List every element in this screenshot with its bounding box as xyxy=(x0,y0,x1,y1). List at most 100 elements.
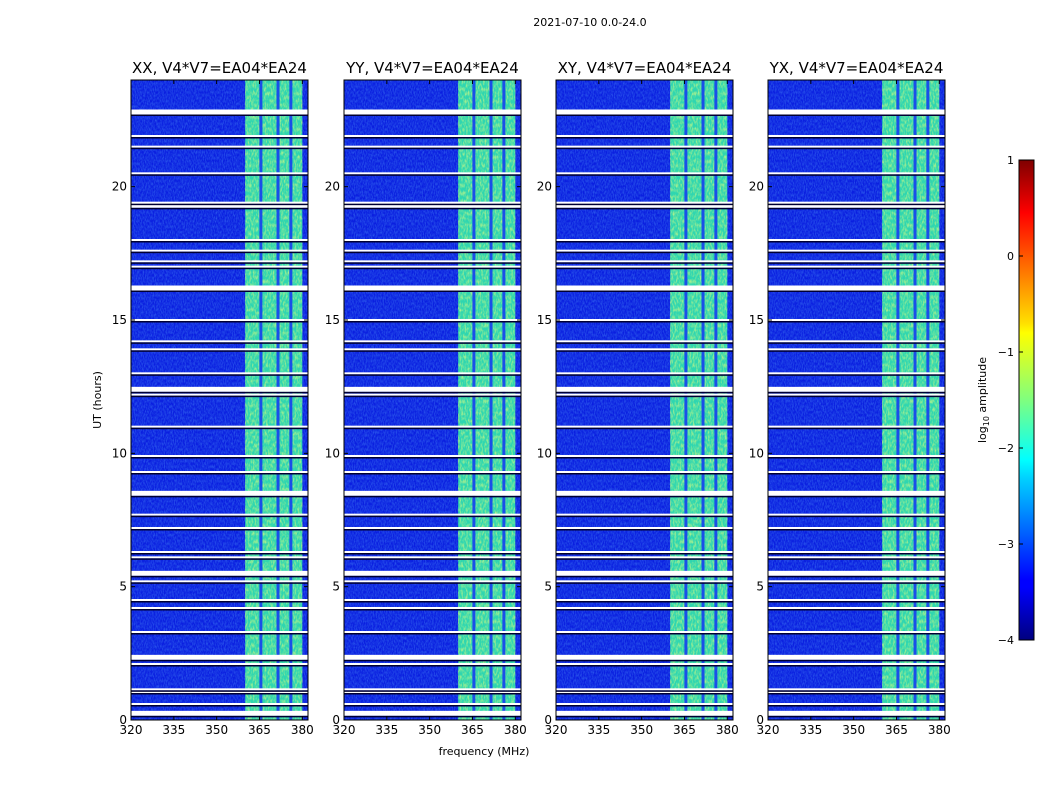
flagged-row-edge xyxy=(768,609,945,611)
flagged-row xyxy=(344,703,521,705)
flagged-row xyxy=(344,239,521,241)
flagged-row xyxy=(556,688,733,691)
flagged-row xyxy=(344,455,521,457)
flagged-row-edge xyxy=(131,693,308,695)
y-tick-label: 0 xyxy=(756,713,764,727)
flagged-row xyxy=(768,319,945,321)
flagged-row-edge xyxy=(344,705,521,707)
flagged-row-edge xyxy=(768,529,945,531)
flagged-row xyxy=(768,285,945,291)
flagged-row-edge xyxy=(768,290,945,292)
flagged-row-edge xyxy=(344,251,521,254)
flagged-row xyxy=(344,319,521,321)
flagged-row-edge xyxy=(768,147,945,150)
flagged-row xyxy=(556,527,733,529)
flagged-row xyxy=(344,570,521,576)
flagged-row xyxy=(131,570,308,576)
flagged-row-edge xyxy=(344,114,521,116)
flagged-row xyxy=(131,386,308,392)
flagged-row-edge xyxy=(131,174,308,176)
y-tick-label: 20 xyxy=(749,180,764,194)
flagged-row-edge xyxy=(344,321,521,323)
flagged-row-edge xyxy=(344,457,521,459)
flagged-row-edge xyxy=(768,457,945,459)
colorbar-tick-label: −3 xyxy=(998,538,1014,551)
y-tick-label: 20 xyxy=(325,180,340,194)
flagged-row xyxy=(556,249,733,252)
flagged-row-edge xyxy=(768,659,945,662)
flagged-row-edge xyxy=(131,350,308,352)
flagged-row-edge xyxy=(344,174,521,176)
flagged-row-edge xyxy=(131,553,308,555)
flagged-row xyxy=(131,239,308,241)
flagged-row-edge xyxy=(344,558,521,560)
x-tick-label: 365 xyxy=(461,723,484,737)
flagged-row xyxy=(556,340,733,343)
flagged-row-edge xyxy=(131,114,308,116)
flagged-row-edge xyxy=(131,427,308,430)
flagged-row-edge xyxy=(131,391,308,394)
flagged-row xyxy=(556,654,733,660)
flagged-row-edge xyxy=(344,473,521,475)
colorbar-tick-label: −1 xyxy=(998,346,1014,359)
rfi-band-texture xyxy=(670,80,728,720)
flagged-row xyxy=(556,285,733,291)
y-tick-label: 20 xyxy=(112,180,127,194)
flagged-row-edge xyxy=(556,395,733,398)
y-tick-label: 5 xyxy=(544,580,552,594)
flagged-row xyxy=(768,372,945,375)
flagged-row xyxy=(768,703,945,705)
flagged-row-edge xyxy=(131,457,308,459)
y-tick-label: 15 xyxy=(537,313,552,327)
flagged-row xyxy=(556,551,733,553)
flagged-row-edge xyxy=(344,290,521,292)
colorbar-tick-label: 1 xyxy=(1007,154,1014,167)
flagged-row xyxy=(344,348,521,351)
flagged-row-edge xyxy=(344,633,521,635)
y-tick-label: 0 xyxy=(119,713,127,727)
panel-title: YX, V4*V7=EA04*EA24 xyxy=(769,59,944,77)
flagged-row xyxy=(344,551,521,553)
flagged-row-edge xyxy=(556,267,733,270)
flagged-row xyxy=(131,551,308,553)
flagged-row xyxy=(131,135,308,137)
flagged-row-edge xyxy=(768,241,945,243)
flagged-row xyxy=(556,239,733,241)
flagged-row xyxy=(344,109,521,115)
flagged-row xyxy=(556,703,733,705)
flagged-row-edge xyxy=(131,342,308,344)
flagged-row-edge xyxy=(344,609,521,611)
flagged-row-edge xyxy=(556,473,733,475)
flagged-row xyxy=(768,607,945,609)
flagged-row-edge xyxy=(131,575,308,578)
flagged-row-edge xyxy=(768,473,945,475)
flagged-row xyxy=(768,710,945,716)
flagged-row-edge xyxy=(131,321,308,323)
colorbar-tick-label: −4 xyxy=(998,634,1014,647)
flagged-row xyxy=(344,607,521,609)
flagged-row-edge xyxy=(556,241,733,243)
flagged-row-edge xyxy=(344,529,521,531)
flagged-row-edge xyxy=(131,262,308,264)
flagged-row-edge xyxy=(344,495,521,498)
flagged-row-edge xyxy=(344,350,521,352)
y-tick-label: 5 xyxy=(756,580,764,594)
flagged-row xyxy=(131,455,308,457)
flagged-row xyxy=(344,527,521,529)
flagged-row-edge xyxy=(131,207,308,210)
flagged-row xyxy=(556,201,733,204)
flagged-row-edge xyxy=(768,174,945,176)
flagged-row xyxy=(556,172,733,175)
colorbar-tick-label: 0 xyxy=(1007,250,1014,263)
flagged-row xyxy=(131,688,308,691)
flagged-row-edge xyxy=(131,203,308,206)
x-tick-label: 380 xyxy=(291,723,314,737)
flagged-row-edge xyxy=(768,705,945,707)
flagged-row-edge xyxy=(131,582,308,584)
panel-title: XX, V4*V7=EA04*EA24 xyxy=(132,59,307,77)
y-tick-label: 15 xyxy=(325,313,340,327)
flagged-row xyxy=(768,471,945,473)
flagged-row-edge xyxy=(344,395,521,398)
x-tick-label: 320 xyxy=(757,723,780,737)
flagged-row-edge xyxy=(344,575,521,578)
